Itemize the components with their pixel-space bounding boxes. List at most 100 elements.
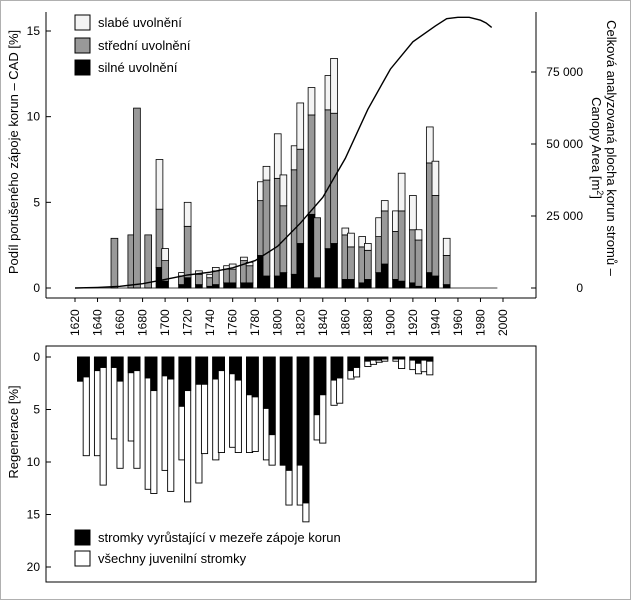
bar-stredni: [211, 270, 220, 285]
bar-silne: [262, 275, 271, 289]
x-tick-label: 1980: [473, 309, 487, 336]
bar-slabe: [296, 102, 305, 150]
bar-all-juveniles: [99, 356, 107, 486]
legend-swatch: [74, 550, 91, 567]
bar-gap-saplings: [398, 356, 406, 360]
y-tick-label: 5: [33, 403, 40, 417]
bar-gap-saplings: [381, 356, 389, 360]
bar-stredni: [414, 239, 423, 287]
bar-silne: [397, 280, 406, 289]
bar-gap-saplings: [426, 356, 434, 362]
bar-stredni: [228, 268, 237, 284]
legend-label: silné uvolnění: [98, 60, 178, 75]
bar-gap-saplings: [234, 356, 242, 381]
bar-slabe: [183, 201, 192, 227]
bar-stredni: [431, 195, 440, 277]
x-tick-label: 1620: [68, 309, 82, 336]
y2-axis-label-part: Canopy Area [m: [589, 97, 604, 190]
bottom-frame: [45, 345, 537, 583]
bar-stredni: [110, 237, 119, 289]
x-tick-label: 1920: [406, 309, 420, 336]
bar-slabe: [397, 172, 406, 212]
bar-silne: [296, 243, 305, 289]
bar-slabe: [273, 133, 282, 179]
bar-slabe: [341, 227, 350, 236]
legend-swatch: [74, 529, 91, 546]
bar-gap-saplings: [268, 356, 276, 436]
y-axis-label: Podíl porušeného zápoje korun – CAD [%]: [6, 30, 21, 274]
bar-gap-saplings: [99, 356, 107, 368]
bar-stredni: [364, 249, 372, 280]
bar-slabe: [240, 256, 248, 261]
x-tick-label: 1840: [316, 309, 330, 336]
y2-tick-label: 0: [576, 281, 583, 295]
bar-gap-saplings: [167, 356, 175, 380]
y-tick-label: 20: [27, 560, 41, 574]
bar-silne: [183, 277, 192, 289]
bar-gap-saplings: [217, 356, 225, 372]
bar-stredni: [262, 179, 271, 277]
bar-gap-saplings: [116, 356, 124, 382]
bar-silne: [330, 243, 338, 289]
y2-axis-label-part: ]: [589, 195, 604, 199]
bar-gap-saplings: [285, 356, 293, 471]
bar-stredni: [380, 210, 389, 265]
legend-swatch: [74, 59, 91, 76]
bar-silne: [347, 279, 355, 289]
x-tick-label: 1760: [226, 309, 240, 336]
canopy-area-line: [74, 16, 493, 289]
y-axis-label: Regenerace [%]: [6, 385, 21, 478]
x-tick-label: 1780: [248, 309, 262, 336]
y-tick-label: 15: [27, 508, 41, 522]
bar-silne: [431, 275, 440, 289]
x-tick-label: 1660: [113, 309, 127, 336]
x-tick-label: 1680: [136, 309, 150, 336]
y2-axis-label-superscript: 2: [595, 190, 605, 195]
x-tick-label: 1720: [181, 309, 195, 336]
bar-gap-saplings: [200, 356, 209, 385]
bar-stredni: [347, 246, 355, 280]
bar-silne: [228, 282, 237, 289]
y-tick-label: 10: [27, 110, 41, 124]
bar-slabe: [364, 243, 372, 251]
bar-slabe: [262, 165, 271, 181]
bar-slabe: [358, 236, 367, 248]
bar-stredni: [296, 148, 305, 244]
bar-silne: [211, 284, 220, 289]
bar-silne: [279, 272, 288, 289]
y-tick-label: 0: [33, 281, 40, 295]
bar-stredni: [161, 260, 169, 282]
bar-silne: [313, 277, 321, 289]
legend-swatch: [74, 37, 91, 54]
bar-all-juveniles: [217, 356, 225, 454]
bottom-panel: 0 5 10 15 20 Regenerace [%] stromky vyrůstajíc…: [6, 345, 537, 583]
bar-gap-saplings: [251, 356, 259, 398]
bar-stredni: [442, 255, 451, 285]
bar-stredni: [245, 265, 254, 284]
bar-slabe: [279, 174, 288, 207]
bar-slabe: [347, 232, 355, 248]
bar-gap-saplings: [82, 356, 90, 378]
bar-gap-saplings: [184, 356, 192, 392]
bar-silne: [245, 282, 254, 289]
y-tick-label: 10: [27, 455, 41, 469]
x-tick-label: 1740: [203, 309, 217, 336]
bar-gap-saplings: [319, 356, 327, 396]
bar-slabe: [442, 237, 451, 256]
bar-gap-saplings: [302, 356, 310, 504]
bar-slabe: [409, 195, 417, 231]
y2-tick-label: 50 000: [546, 137, 583, 151]
bar-stredni: [183, 225, 192, 279]
legend-swatch: [74, 14, 91, 31]
bar-stredni: [307, 114, 316, 215]
bar-slabe: [161, 248, 169, 261]
x-tick-label: 1640: [91, 309, 105, 336]
y-tick-label: 5: [33, 195, 40, 209]
bar-slabe: [380, 200, 389, 212]
bar-slabe: [425, 126, 434, 164]
bar-stredni: [133, 107, 141, 289]
legend-label: všechny juvenilní stromky: [98, 551, 247, 566]
y2-axis-label-line2: Canopy Area [m2]: [589, 97, 605, 199]
bar-gap-saplings: [353, 356, 361, 368]
